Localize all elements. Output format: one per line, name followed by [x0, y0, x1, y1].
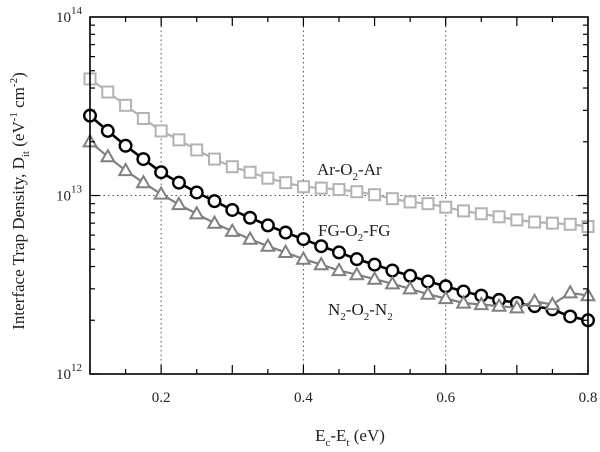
data-point-fg-o2-fg	[420, 274, 435, 289]
data-point-ar-o2-ar	[172, 133, 186, 147]
x-tick-label: 0.4	[294, 390, 313, 406]
data-point-n2-o2-n2	[117, 161, 134, 177]
data-point-n2-o2-n2	[259, 237, 276, 252]
data-point-n2-o2-n2	[170, 195, 187, 211]
data-point-ar-o2-ar	[136, 112, 150, 126]
data-point-n2-o2-n2	[491, 297, 508, 312]
data-point-n2-o2-n2	[295, 250, 312, 265]
series-label-n2-o2-n2: N2-O2-N2	[328, 300, 393, 323]
series-label-ar-o2-ar: Ar-O2-Ar	[317, 160, 382, 183]
data-point-n2-o2-n2	[242, 230, 259, 245]
data-point-ar-o2-ar	[261, 171, 275, 185]
data-point-fg-o2-fg	[278, 225, 293, 240]
tick-labels: 0.2 0.4 0.6 0.8 1012 1013 1014	[56, 5, 597, 406]
data-point-ar-o2-ar	[528, 215, 542, 229]
data-point-fg-o2-fg	[367, 257, 382, 272]
data-point-n2-o2-n2	[206, 214, 223, 229]
data-point-ar-o2-ar	[368, 188, 382, 202]
x-axis-label: Ec-Et (eV)	[315, 426, 385, 449]
data-point-n2-o2-n2	[402, 280, 419, 295]
data-point-n2-o2-n2	[188, 205, 205, 220]
data-point-n2-o2-n2	[384, 275, 401, 290]
series-line-ar-o2-ar	[89, 78, 589, 228]
data-point-ar-o2-ar	[243, 165, 257, 179]
y-tick-label: 1013	[56, 184, 83, 205]
data-point-n2-o2-n2	[508, 299, 525, 314]
data-point-n2-o2-n2	[99, 148, 116, 163]
data-point-fg-o2-fg	[100, 123, 115, 138]
data-point-fg-o2-fg	[296, 232, 311, 247]
data-point-fg-o2-fg	[225, 202, 240, 217]
data-point-fg-o2-fg	[563, 309, 578, 324]
data-point-fg-o2-fg	[189, 185, 204, 200]
data-point-ar-o2-ar	[154, 124, 168, 138]
data-point-n2-o2-n2	[153, 185, 170, 200]
data-point-ar-o2-ar	[119, 98, 133, 112]
data-point-ar-o2-ar	[332, 183, 346, 197]
series-n2-o2-n2	[81, 133, 597, 314]
data-point-n2-o2-n2	[526, 292, 543, 307]
data-point-fg-o2-fg	[171, 175, 186, 190]
data-point-n2-o2-n2	[366, 270, 383, 285]
data-point-ar-o2-ar	[296, 180, 310, 194]
data-point-ar-o2-ar	[474, 207, 488, 221]
data-point-n2-o2-n2	[544, 295, 561, 311]
series-layer	[81, 72, 597, 328]
data-point-n2-o2-n2	[419, 285, 436, 300]
data-point-fg-o2-fg	[403, 268, 418, 283]
data-point-fg-o2-fg	[136, 152, 151, 167]
data-point-n2-o2-n2	[135, 174, 152, 189]
data-point-n2-o2-n2	[473, 295, 490, 311]
series-label-fg-o2-fg: FG-O2-FG	[318, 221, 391, 244]
data-point-ar-o2-ar	[101, 85, 115, 99]
x-tick-label: 0.2	[152, 390, 171, 406]
data-point-ar-o2-ar	[279, 176, 293, 190]
data-point-ar-o2-ar	[190, 143, 204, 157]
data-point-ar-o2-ar	[421, 197, 435, 211]
data-point-ar-o2-ar	[403, 195, 417, 209]
data-point-ar-o2-ar	[563, 217, 577, 231]
data-point-n2-o2-n2	[313, 256, 330, 271]
data-point-fg-o2-fg	[118, 138, 133, 153]
y-tick-label: 1012	[56, 362, 82, 383]
x-tick-label: 0.8	[579, 390, 598, 406]
data-point-ar-o2-ar	[314, 181, 328, 195]
data-point-ar-o2-ar	[492, 210, 506, 224]
data-point-fg-o2-fg	[207, 194, 222, 209]
data-point-ar-o2-ar	[439, 200, 453, 214]
data-point-ar-o2-ar	[457, 204, 470, 218]
data-point-fg-o2-fg	[243, 210, 258, 225]
y-axis-label: Interface Trap Density, Dit (eV-1 cm-2)	[8, 72, 32, 330]
data-point-fg-o2-fg	[154, 165, 169, 180]
data-point-n2-o2-n2	[277, 243, 294, 258]
data-point-ar-o2-ar	[225, 160, 239, 174]
data-point-ar-o2-ar	[545, 216, 559, 230]
x-tick-label: 0.6	[436, 390, 455, 406]
data-point-n2-o2-n2	[348, 266, 365, 281]
data-point-fg-o2-fg	[385, 263, 400, 278]
data-point-fg-o2-fg	[332, 245, 347, 260]
data-point-fg-o2-fg	[314, 239, 329, 254]
data-point-fg-o2-fg	[349, 252, 364, 267]
data-point-fg-o2-fg	[260, 218, 275, 233]
data-point-n2-o2-n2	[330, 261, 348, 277]
data-point-n2-o2-n2	[562, 284, 579, 299]
y-tick-label: 1014	[56, 5, 83, 26]
data-point-n2-o2-n2	[437, 289, 454, 305]
data-point-ar-o2-ar	[385, 192, 399, 206]
data-point-n2-o2-n2	[455, 294, 472, 309]
axis-ticks	[89, 17, 589, 375]
data-point-ar-o2-ar	[510, 213, 524, 227]
data-point-ar-o2-ar	[208, 152, 221, 166]
data-point-ar-o2-ar	[350, 185, 364, 199]
data-point-n2-o2-n2	[224, 222, 241, 237]
